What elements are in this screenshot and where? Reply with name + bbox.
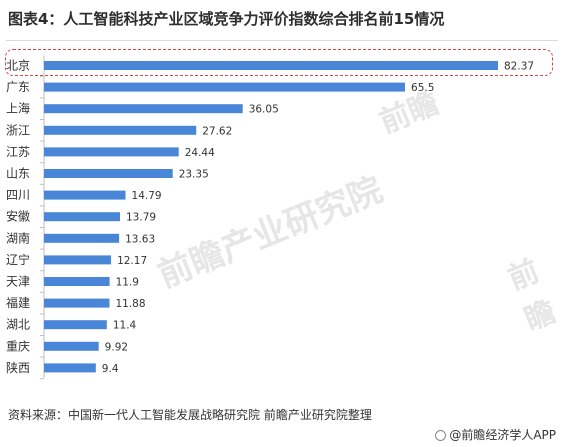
bar xyxy=(44,298,110,308)
value-label: 14.79 xyxy=(132,190,162,202)
brand-credit: @前瞻经济学人APP xyxy=(435,426,556,443)
category-label: 上海 xyxy=(6,101,30,116)
category-label: 重庆 xyxy=(6,339,30,353)
value-label: 65.5 xyxy=(411,82,434,94)
value-label: 9.4 xyxy=(102,363,119,375)
category-label: 安徽 xyxy=(6,209,30,224)
value-label: 13.63 xyxy=(125,233,155,245)
bar xyxy=(44,341,99,351)
bar xyxy=(44,363,96,373)
category-label: 辽宁 xyxy=(6,252,30,267)
bar xyxy=(44,61,498,70)
bar xyxy=(44,125,197,135)
bar xyxy=(44,277,110,286)
bar xyxy=(44,104,243,114)
category-label: 浙江 xyxy=(6,123,30,137)
category-label: 湖北 xyxy=(6,317,30,332)
bar xyxy=(44,233,120,243)
category-label: 福建 xyxy=(6,295,30,310)
category-label: 山东 xyxy=(6,167,30,181)
category-label: 天津 xyxy=(6,275,30,289)
category-label: 四川 xyxy=(6,188,30,202)
category-label: 湖南 xyxy=(6,230,30,245)
brand-logo-icon xyxy=(435,430,447,441)
bar xyxy=(44,147,179,157)
bar xyxy=(44,320,107,330)
value-label: 27.62 xyxy=(202,125,232,137)
bar xyxy=(44,212,121,222)
value-label: 11.9 xyxy=(116,277,139,289)
source-note: 资料来源：中国新一代人工智能发展战略研究院 前瞻产业研究院整理 xyxy=(8,408,372,422)
value-label: 11.4 xyxy=(113,320,137,332)
value-label: 12.17 xyxy=(117,255,147,267)
value-label: 82.37 xyxy=(504,61,534,73)
value-label: 13.79 xyxy=(126,212,156,224)
beijing-highlight-box xyxy=(5,49,553,76)
value-label: 36.05 xyxy=(249,104,279,116)
value-label: 11.88 xyxy=(115,298,145,310)
value-label: 24.44 xyxy=(185,147,215,159)
bar xyxy=(44,169,173,178)
category-label: 陕西 xyxy=(6,360,30,375)
value-label: 23.35 xyxy=(179,169,209,181)
value-label: 9.92 xyxy=(105,341,128,353)
bar xyxy=(44,255,112,265)
chart-title: 图表4：人工智能科技产业区域竞争力评价指数综合排名前15情况 xyxy=(8,10,445,28)
brand-text: @前瞻经济学人APP xyxy=(449,428,556,442)
title-divider xyxy=(6,40,558,41)
category-label: 江苏 xyxy=(6,145,30,159)
category-label: 广东 xyxy=(6,80,30,94)
bar xyxy=(44,190,126,200)
bar xyxy=(44,82,406,92)
